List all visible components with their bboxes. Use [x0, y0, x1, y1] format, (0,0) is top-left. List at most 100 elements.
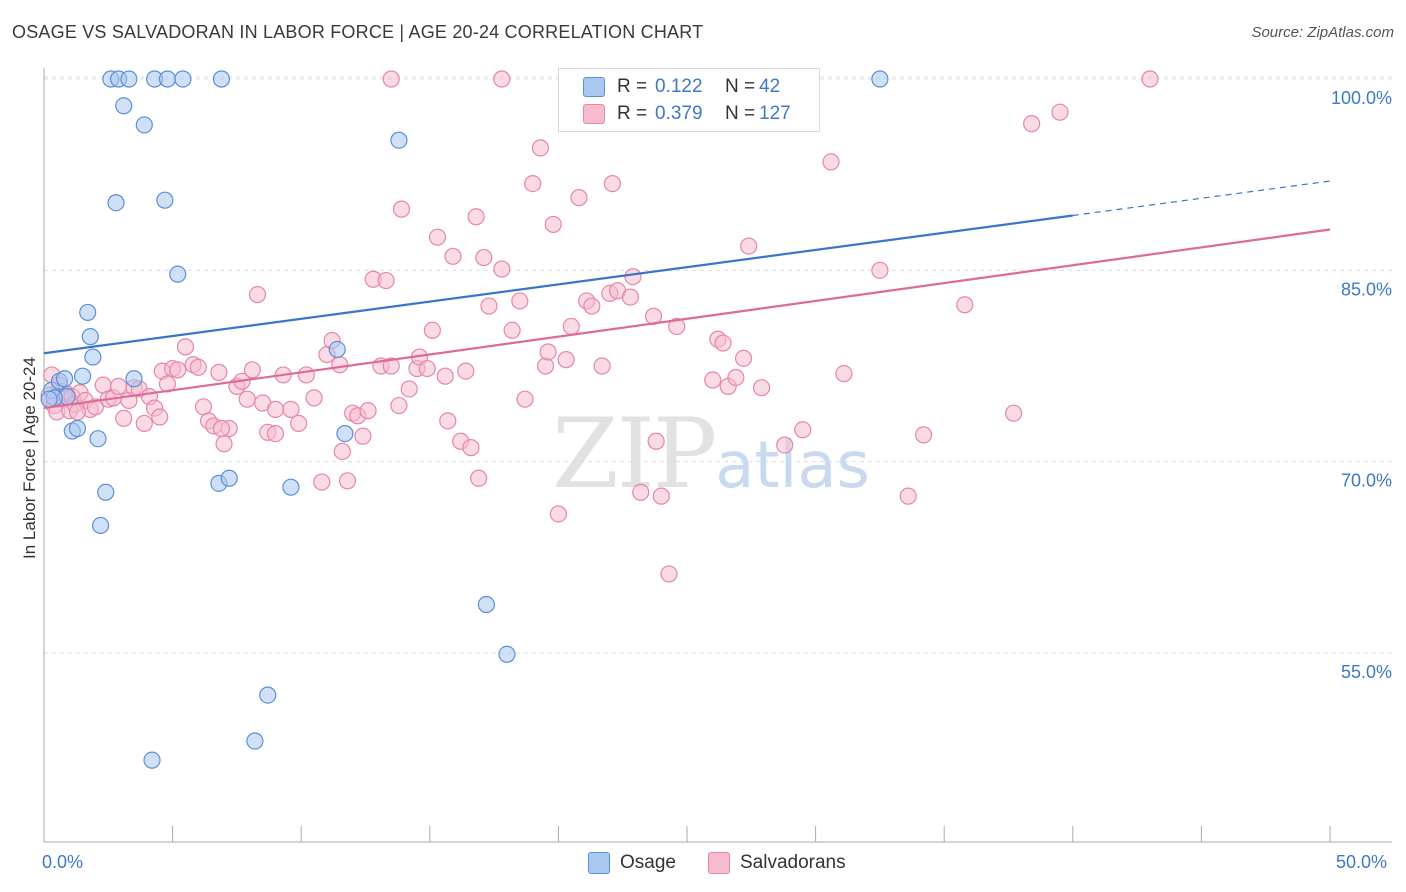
osage-point-32 — [328, 340, 346, 359]
osage-point-2 — [55, 370, 74, 388]
y-tick-label-70: 70.0% — [1341, 471, 1392, 491]
x-tick-max: 50.0% — [1336, 852, 1388, 872]
stats-legend: R = 0.122 N = 42 R = 0.379 N = 127 — [558, 68, 820, 132]
salvadoran-point-108 — [668, 317, 686, 336]
osage-r-value: 0.122 — [655, 76, 703, 97]
salvadoran-point-96 — [583, 297, 601, 315]
salvadoran-point-65 — [382, 357, 400, 375]
osage-point-33 — [336, 425, 354, 443]
salvadoran-point-116 — [752, 379, 771, 397]
salvadoran-point-120 — [835, 365, 853, 383]
salvadoran-point-79 — [467, 208, 485, 226]
salvadoran-point-56 — [331, 356, 349, 374]
salvadoran-point-57 — [338, 472, 357, 490]
salvadoran-point-127 — [1051, 103, 1069, 121]
y-tick-label-85: 85.0% — [1341, 279, 1392, 299]
salvadoran-point-90 — [544, 215, 562, 234]
watermark-atlas: atlas — [715, 429, 870, 503]
salvadoran-point-87 — [524, 174, 542, 193]
salvadoran-point-67 — [392, 200, 411, 218]
y-axis-label: In Labor Force | Age 20-24 — [20, 357, 39, 559]
osage-point-29 — [246, 732, 264, 750]
salvadoran-point-117 — [776, 436, 794, 454]
chart-title: OSAGE VS SALVADORAN IN LABOR FORCE | AGE… — [12, 22, 704, 42]
osage-point-24 — [169, 265, 187, 283]
salvadoran-r-value: 0.379 — [655, 103, 703, 124]
salvadoran-n-label: N = — [725, 103, 756, 124]
trend-lines — [43, 180, 1331, 410]
osage-trend-line — [43, 214, 1073, 355]
salvadoran-point-128 — [1141, 70, 1159, 88]
osage-point-31 — [282, 478, 300, 496]
salvadoran-point-134 — [333, 442, 351, 461]
salvadoran-point-23 — [135, 414, 153, 432]
salvadoran-point-74 — [436, 367, 454, 385]
salvadoran-legend-swatch — [708, 852, 730, 874]
salvadoran-point-43 — [243, 361, 261, 379]
salvadoran-point-129 — [382, 70, 400, 88]
salvadoran-point-44 — [248, 285, 267, 304]
salvadoran-points — [40, 70, 1159, 583]
osage-point-25 — [174, 70, 192, 88]
salvadoran-point-119 — [822, 153, 840, 171]
salvadoran-point-31 — [176, 338, 195, 356]
salvadoran-point-78 — [462, 439, 480, 457]
osage-point-17 — [120, 70, 138, 88]
salvadoran-point-97 — [593, 357, 611, 375]
osage-point-41 — [73, 367, 92, 385]
salvadoran-point-101 — [621, 288, 640, 306]
salvadoran-point-14 — [86, 398, 105, 416]
salvadoran-point-92 — [557, 351, 575, 369]
salvadoran-point-124 — [956, 296, 974, 314]
salvadoran-point-105 — [647, 432, 665, 450]
osage-point-9 — [84, 348, 102, 366]
salvadoran-point-133 — [212, 419, 231, 438]
osage-point-12 — [97, 483, 115, 501]
osage-point-7 — [79, 303, 97, 322]
osage-point-6 — [68, 419, 87, 438]
salvadoran-point-53 — [313, 473, 331, 491]
salvadoran-point-42 — [238, 390, 256, 408]
legend-item-salvadoran[interactable]: Salvadorans — [708, 852, 846, 874]
salvadoran-point-81 — [475, 248, 493, 267]
y-tick-label-100: 100.0% — [1331, 88, 1392, 108]
osage-n-value: 42 — [759, 76, 781, 97]
osage-point-14 — [107, 194, 125, 212]
salvadoran-point-30 — [169, 361, 187, 379]
legend-row-salvadoran: R = 0.379 N = 127 — [583, 101, 791, 127]
salvadoran-point-49 — [282, 400, 300, 418]
salvadoran-point-99 — [603, 174, 622, 193]
salvadoran-point-89 — [536, 357, 555, 375]
salvadoran-point-82 — [480, 297, 498, 315]
x-tick-min: 0.0% — [42, 852, 84, 872]
osage-point-39 — [871, 70, 889, 88]
salvadoran-point-64 — [377, 271, 395, 290]
salvadoran-point-121 — [871, 261, 889, 279]
salvadoran-point-136 — [439, 412, 457, 430]
salvadoran-point-106 — [652, 487, 670, 505]
osage-n-label: N = — [725, 76, 756, 97]
osage-point-19 — [135, 116, 153, 134]
salvadoran-n-value: 127 — [759, 103, 791, 124]
salvadoran-point-93 — [562, 317, 580, 336]
osage-point-20 — [143, 751, 161, 769]
salvadoran-point-94 — [570, 189, 588, 207]
salvadoran-point-19 — [115, 409, 133, 427]
salvadoran-point-33 — [189, 358, 207, 376]
salvadoran-point-52 — [305, 389, 323, 407]
salvadoran-point-71 — [418, 359, 436, 378]
salvadoran-point-118 — [794, 421, 812, 439]
osage-legend-label: Osage — [620, 852, 676, 873]
salvadoran-swatch — [583, 104, 605, 124]
legend-row-osage: R = 0.122 N = 42 — [583, 74, 780, 100]
salvadoran-point-123 — [915, 426, 933, 444]
salvadoran-point-38 — [215, 435, 233, 453]
salvadoran-point-131 — [68, 403, 87, 421]
salvadoran-point-114 — [734, 349, 753, 367]
legend-item-osage[interactable]: Osage — [588, 852, 676, 874]
axes — [43, 68, 1392, 843]
salvadoran-point-111 — [714, 334, 732, 352]
osage-r-label: R = — [617, 76, 648, 97]
osage-point-18 — [125, 370, 143, 388]
